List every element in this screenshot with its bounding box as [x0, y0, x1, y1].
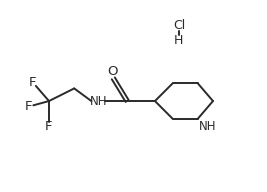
Text: F: F: [45, 120, 53, 133]
Text: F: F: [25, 100, 33, 113]
Text: O: O: [108, 65, 118, 78]
Text: Cl: Cl: [173, 19, 185, 32]
Text: F: F: [29, 76, 36, 89]
Text: H: H: [174, 34, 184, 47]
Text: NH: NH: [199, 120, 217, 133]
Text: NH: NH: [89, 94, 107, 108]
